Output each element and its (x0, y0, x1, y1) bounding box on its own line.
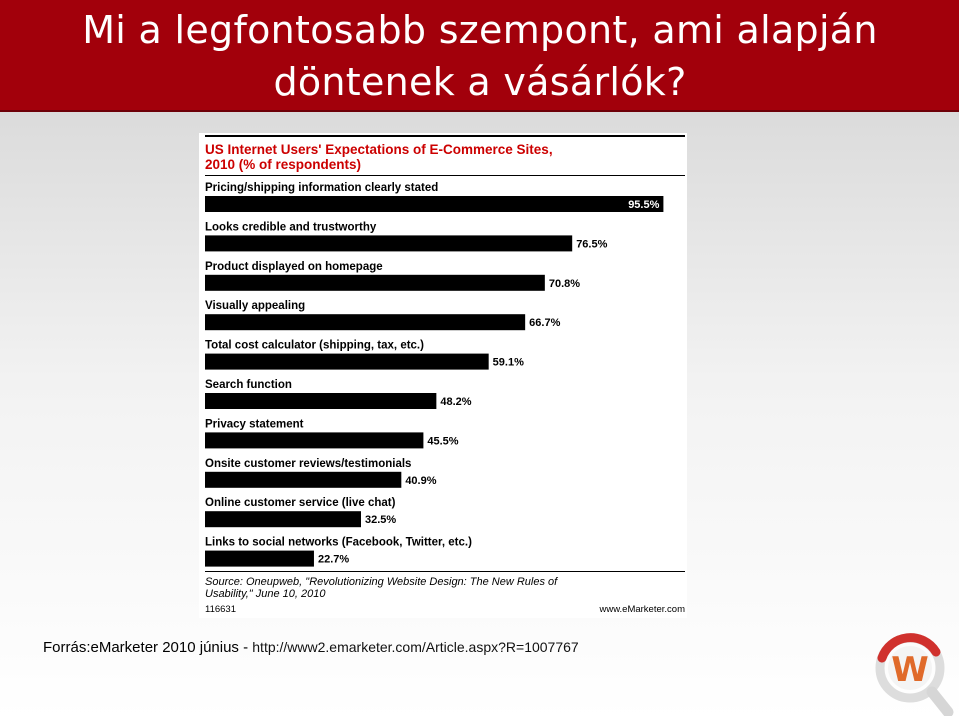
bar-value-label: 70.8% (549, 278, 580, 290)
bar (205, 471, 402, 488)
slide-title-line-1: Mi a legfontosabb szempont, ami alapján (82, 8, 878, 52)
bar-category-label: Pricing/shipping information clearly sta… (205, 182, 438, 194)
bar-category-label: Visually appealing (205, 300, 305, 312)
bar (205, 550, 314, 567)
bar-value-label: 95.5% (628, 199, 659, 211)
source-link[interactable]: http://www2.emarketer.com/Article.aspx?R… (252, 639, 579, 655)
chart-id: 116631 (205, 604, 236, 615)
bar-category-label: Total cost calculator (shipping, tax, et… (205, 340, 424, 352)
chart-source-line-2: Usability," June 10, 2010 (205, 588, 326, 600)
bar (205, 314, 526, 331)
bar-chart: US Internet Users' Expectations of E-Com… (205, 135, 685, 615)
bar-category-label: Search function (205, 379, 292, 391)
bar (205, 511, 361, 528)
bar (205, 274, 545, 291)
bar-category-label: Links to social networks (Facebook, Twit… (205, 537, 472, 549)
source-label: Forrás:eMarketer 2010 június - (43, 639, 253, 656)
bar-category-label: Looks credible and trustworthy (205, 221, 377, 233)
chart-title-line-1: US Internet Users' Expectations of E-Com… (205, 142, 553, 157)
bar-value-label: 76.5% (576, 238, 607, 250)
bar-category-label: Product displayed on homepage (205, 261, 383, 273)
bar (205, 393, 437, 409)
magnifier-w-logo-icon: W (875, 633, 954, 716)
bar-value-label: 48.2% (440, 396, 471, 408)
bar (205, 196, 664, 212)
chart-title-rule (205, 175, 685, 176)
title-bar: Mi a legfontosabb szempont, ami alapján … (0, 0, 959, 112)
chart-panel: US Internet Users' Expectations of E-Com… (199, 133, 687, 618)
bar-value-label: 45.5% (427, 435, 458, 447)
chart-source-rule (205, 571, 685, 572)
bar (205, 235, 573, 252)
bar-value-label: 32.5% (365, 514, 396, 526)
slide-title-line-2: döntenek a vásárlók? (273, 60, 687, 104)
bar-value-label: 66.7% (529, 317, 560, 329)
bar-category-label: Privacy statement (205, 418, 304, 430)
bar-value-label: 22.7% (318, 554, 349, 566)
bar-value-label: 59.1% (493, 357, 524, 369)
logo-letter: W (891, 650, 929, 690)
bar (205, 432, 424, 449)
bar (205, 353, 489, 370)
chart-source-line-1: Source: Oneupweb, "Revolutionizing Websi… (205, 576, 558, 588)
slide-title: Mi a legfontosabb szempont, ami alapján … (40, 4, 920, 108)
chart-top-rule (205, 135, 685, 137)
bar-category-label: Onsite customer reviews/testimonials (205, 458, 411, 470)
bar-category-label: Online customer service (live chat) (205, 497, 396, 509)
chart-site: www.eMarketer.com (598, 604, 685, 615)
bars-group: Pricing/shipping information clearly sta… (205, 182, 664, 567)
bar-value-label: 40.9% (405, 475, 436, 487)
chart-title-line-2: 2010 (% of respondents) (205, 157, 361, 172)
source-caption: Forrás:eMarketer 2010 június - http://ww… (43, 639, 579, 656)
